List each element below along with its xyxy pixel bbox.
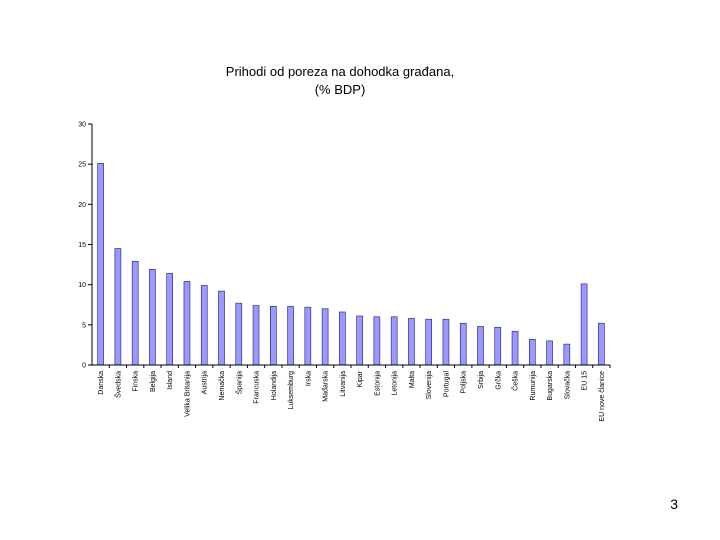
x-tick-label: Bugarska [547, 371, 554, 401]
bar [97, 163, 104, 366]
bar [287, 306, 294, 366]
y-axis: 0 5 10 15 20 25 30 [78, 122, 93, 370]
x-tick-label: Estonija [374, 371, 381, 396]
bar [546, 340, 553, 366]
x-tick-label: Island [167, 371, 174, 390]
bar [321, 308, 329, 366]
y-tick-label: 10 [78, 282, 86, 289]
x-tick-label: Malta [409, 371, 416, 388]
bar [390, 316, 398, 366]
bar [598, 322, 605, 366]
bar [494, 326, 502, 366]
x-tick-label: EU nove članice [599, 371, 606, 422]
page-number: 3 [670, 496, 678, 512]
x-tick-label: Francuska [254, 371, 261, 404]
x-tick-label: Nemačka [219, 371, 226, 401]
chart-title: Prihodi od poreza na dohodka građana, [225, 64, 455, 79]
x-tick-label: Češka [511, 371, 520, 391]
bar [373, 316, 381, 366]
bar [563, 343, 571, 366]
bar [131, 261, 139, 366]
y-tick-label: 30 [78, 122, 86, 129]
x-tick-label: Finska [133, 371, 140, 392]
bar [218, 290, 225, 366]
bar [528, 338, 536, 366]
x-tick-label: Velika Britanija [184, 371, 191, 417]
chart-subtitle: (% BDP) [314, 82, 366, 97]
x-tick-label: Slovačka [564, 371, 571, 400]
bar [459, 322, 467, 366]
x-tick-label: EU 15 [582, 371, 589, 391]
x-tick-label: Luksemburg [288, 371, 295, 410]
x-tick-label: Grčka [495, 371, 502, 390]
x-tick-label: Holandija [271, 371, 278, 400]
y-tick-label: 25 [78, 162, 86, 169]
bar [477, 326, 484, 366]
bar [339, 311, 346, 366]
bar [149, 269, 156, 366]
x-tick-label: Švedska [113, 371, 122, 398]
bar [235, 302, 243, 366]
y-tick-label: 0 [82, 363, 86, 370]
bar [511, 330, 519, 366]
bar [166, 273, 173, 366]
x-tick-label: Mađarska [323, 371, 330, 402]
x-tick-label: Danska [98, 371, 105, 395]
x-tick-label: Španija [234, 371, 243, 394]
x-tick-label: Irska [305, 371, 312, 386]
bar [580, 283, 588, 366]
x-tick-label: Litvanija [340, 371, 347, 397]
bar [356, 315, 363, 366]
x-tick-label: Poljska [461, 371, 468, 394]
y-tick-label: 15 [78, 242, 86, 249]
x-tick-label: Portugal [443, 371, 450, 398]
x-axis: Danska Švedska Finska Belgija Island Velika B… [92, 364, 611, 422]
x-tick-label: Kipar [357, 370, 364, 387]
x-tick-label: Rumunija [530, 371, 537, 401]
bar [200, 285, 208, 366]
bar [114, 248, 122, 366]
bar [408, 318, 415, 366]
bars [97, 163, 605, 366]
bar [442, 318, 450, 366]
bar [425, 318, 433, 366]
bar [252, 305, 260, 366]
x-tick-label: Letonija [392, 371, 399, 396]
bar [304, 306, 312, 366]
x-tick-label: Belgija [150, 371, 157, 392]
x-tick-label: Austrija [202, 371, 209, 394]
x-tick-label: Srbija [478, 371, 485, 389]
x-tick-label: Slovenija [426, 371, 433, 400]
bar [269, 306, 277, 366]
bar [183, 281, 191, 366]
chart-title-block: Prihodi od poreza na dohodka građana, (%… [190, 63, 490, 99]
y-tick-label: 5 [82, 322, 86, 329]
y-tick-label: 20 [78, 202, 86, 209]
